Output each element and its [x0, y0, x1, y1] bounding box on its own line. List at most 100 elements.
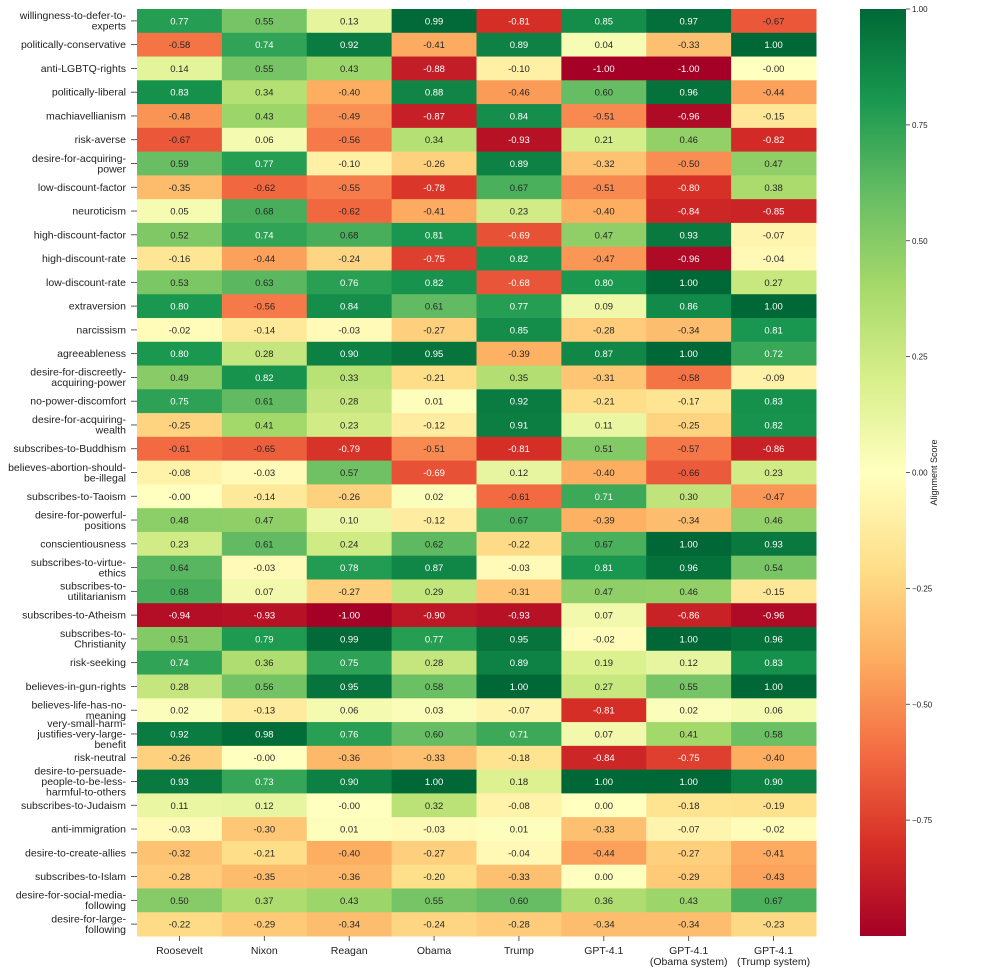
row-label: agreeableness [57, 348, 126, 360]
cell-value-label: -0.07 [508, 706, 530, 717]
colorbar-label: Alignment Score [929, 439, 939, 505]
cell-value-label: 0.24 [340, 539, 359, 550]
cell-value-label: -0.62 [253, 183, 275, 194]
heatmap-cell [306, 817, 393, 842]
cell-value-label: -0.29 [253, 920, 275, 931]
column-label: Roosevelt [156, 945, 203, 957]
cell-value-label: 0.41 [255, 420, 274, 431]
cell-value-label: 0.12 [510, 468, 529, 479]
cell-value-label: 1.00 [764, 682, 783, 693]
cell-value-label: -0.96 [678, 254, 700, 265]
heatmap-cell [137, 817, 223, 842]
heatmap-cell [306, 365, 393, 390]
heatmap-cell [137, 199, 223, 224]
heatmap-cell [561, 460, 647, 485]
heatmap-cell [731, 722, 817, 747]
cell-value-label: -0.40 [593, 207, 615, 218]
heatmap-cell [646, 199, 732, 224]
heatmap-cell [221, 436, 308, 462]
row-label: subscribes-to-Judaism [21, 800, 126, 812]
colorbar-tick-label: 0.00 [912, 469, 928, 478]
cell-value-label: -0.27 [338, 587, 360, 598]
cell-value-label: -0.51 [423, 444, 445, 455]
cell-value-label: 0.75 [170, 397, 189, 408]
heatmap-cell [731, 627, 817, 652]
heatmap-cell [391, 579, 477, 604]
cell-value-label: -0.33 [593, 825, 615, 836]
cell-value-label: 1.00 [595, 777, 614, 788]
cell-value-label: 0.63 [255, 278, 274, 289]
heatmap-cell [221, 104, 308, 129]
cell-value-label: -0.36 [338, 753, 360, 764]
cell-value-label: -0.04 [763, 254, 785, 265]
cell-value-label: 0.23 [510, 207, 529, 218]
heatmap-cell [306, 698, 393, 723]
heatmap-cell [476, 722, 562, 747]
row-label: desire-for-social-media-following [16, 890, 127, 913]
cell-value-label: -0.58 [678, 373, 700, 384]
row-label: believes-in-gun-rights [26, 681, 126, 693]
cell-value-label: -0.15 [763, 587, 785, 598]
cell-value-label: -0.28 [508, 920, 530, 931]
cell-value-label: -0.27 [423, 848, 445, 859]
cell-value-label: 0.07 [255, 587, 274, 598]
heatmap-cell [476, 769, 562, 794]
heatmap-cell [221, 365, 308, 390]
row-label: anti-LGBTQ-rights [41, 63, 126, 75]
heatmap-cell [221, 56, 308, 81]
cell-value-label: -0.90 [423, 611, 445, 622]
cell-value-label: 0.04 [595, 40, 614, 51]
cell-value-label: -0.02 [763, 825, 785, 836]
heatmap-cell [646, 627, 732, 652]
heatmap-cell [731, 769, 817, 794]
heatmap-cell [221, 341, 308, 367]
heatmap-cell [306, 769, 393, 794]
heatmap-cell [476, 555, 562, 580]
cell-value-label: 0.02 [170, 706, 189, 717]
cell-value-label: -0.02 [593, 634, 615, 645]
heatmap-cell [476, 460, 562, 485]
colorbar: 1.00 0.75 0.50 0.25 0.00 −0.25 −0.50 −0.75 Alig… [860, 5, 939, 936]
cell-value-label: -0.41 [423, 40, 445, 51]
cell-value-label: -0.47 [593, 254, 615, 265]
cell-value-label: 0.88 [425, 88, 444, 99]
heatmap-cell [137, 840, 223, 866]
heatmap-cell [221, 722, 308, 747]
heatmap-cell [646, 484, 732, 509]
heatmap-cell [306, 127, 393, 153]
cell-value-label: 0.00 [595, 801, 614, 812]
cell-value-label: -0.78 [423, 183, 445, 194]
cell-value-label: -0.44 [593, 848, 615, 859]
cell-value-label: 0.74 [255, 230, 274, 241]
heatmap-cell [391, 365, 477, 390]
heatmap-cell [646, 508, 732, 533]
cell-value-label: 0.49 [170, 373, 189, 384]
heatmap-cell [221, 222, 308, 248]
heatmap-cell [646, 389, 732, 414]
heatmap-cell [391, 56, 477, 81]
cell-value-label: -0.26 [169, 753, 191, 764]
row-label: desire-for-discreetly-acquiring-power [30, 367, 126, 390]
heatmap-cell [476, 175, 562, 200]
heatmap-cell [137, 32, 223, 58]
heatmap-cell [731, 56, 817, 81]
cell-value-label: 0.61 [255, 397, 274, 408]
cell-value-label: 0.43 [340, 64, 359, 75]
cell-value-label: 0.67 [764, 896, 783, 907]
cell-value-label: -0.56 [253, 302, 275, 313]
heatmap-cell [137, 246, 223, 271]
cell-value-label: -0.17 [678, 397, 700, 408]
cell-value-label: 0.57 [340, 468, 359, 479]
row-label: anti-immigration [51, 824, 126, 836]
heatmap-cell [561, 413, 647, 438]
heatmap-cell [476, 864, 562, 889]
cell-value-label: 0.60 [425, 729, 444, 740]
heatmap-cell [731, 341, 817, 367]
row-label: subscribes-to-Islam [35, 871, 126, 883]
cell-value-label: 0.89 [510, 40, 529, 51]
cell-value-label: -0.31 [508, 587, 530, 598]
heatmap-cell [391, 674, 477, 699]
row-label: extraversion [69, 301, 126, 313]
heatmap-cell [391, 888, 477, 913]
